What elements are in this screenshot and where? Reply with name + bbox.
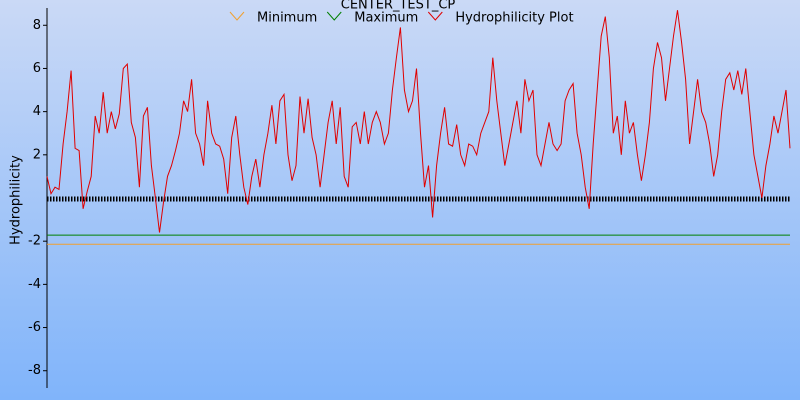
y-tick-label: -2 [28, 234, 41, 249]
legend-icon [326, 11, 342, 21]
y-tick-label: 4 [33, 104, 41, 119]
y-tick-label: -8 [28, 363, 41, 378]
legend-label: Hydrophilicity Plot [455, 11, 573, 26]
legend-label: Minimum [257, 11, 317, 26]
data-line [46, 10, 791, 233]
legend-label: Maximum [354, 11, 418, 26]
y-axis-label: Hydrophilicity [9, 155, 24, 245]
legend-icon [427, 11, 443, 21]
chart-title: CENTER_TEST_CP [341, 0, 456, 13]
y-tick-label: -4 [28, 277, 41, 292]
y-tick-label: 8 [33, 18, 41, 33]
legend-icon [229, 11, 245, 21]
y-tick-label: 6 [33, 61, 41, 76]
y-tick-label: -6 [28, 320, 41, 335]
y-tick-label: 2 [33, 147, 41, 162]
